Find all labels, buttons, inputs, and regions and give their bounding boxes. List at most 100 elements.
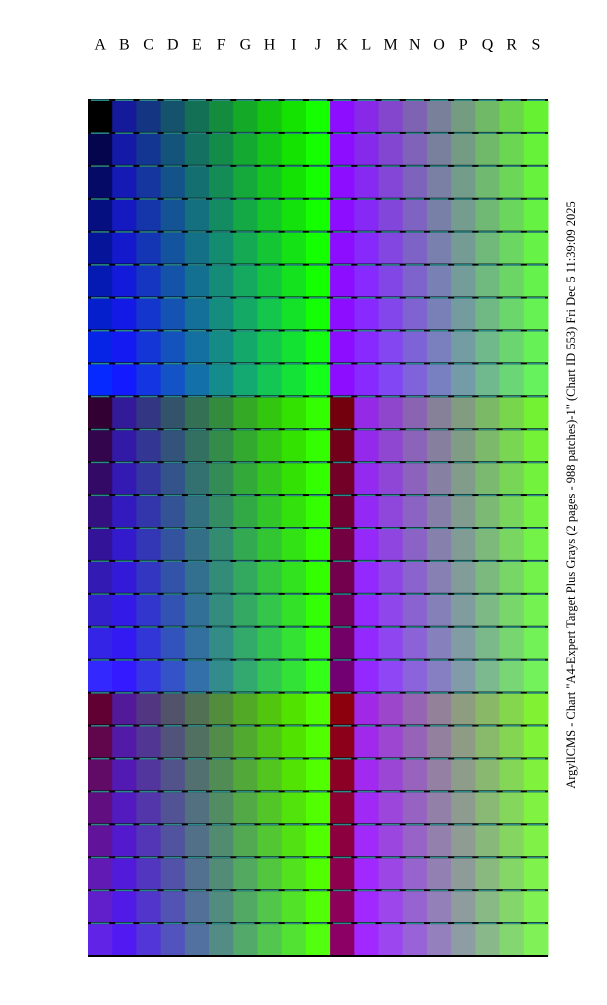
row-marker [91,692,110,694]
row-marker [163,362,182,365]
row-marker [405,494,424,497]
row-marker [454,99,473,101]
row-marker [478,165,497,167]
row-marker [357,922,376,925]
row-marker [187,527,207,529]
row-marker [478,593,497,595]
row-marker [308,428,328,431]
color-patch [402,198,428,233]
row-marker [212,527,231,529]
row-marker [284,560,303,562]
row-marker [284,231,303,233]
color-patch [112,165,137,200]
row-marker [91,362,110,365]
row-marker [526,560,545,562]
color-patch [378,231,404,266]
color-patch [160,231,186,266]
row-marker [284,99,303,101]
color-patch [233,725,258,759]
row-marker [115,198,134,200]
row-marker [478,659,497,661]
color-patch [330,429,355,463]
color-patch [499,791,525,825]
color-patch [354,132,380,167]
row-marker [429,198,449,200]
color-patch [426,890,452,924]
color-patch [233,132,258,167]
color-patch [160,363,186,397]
color-patch [184,231,210,266]
color-patch [523,363,549,397]
row-marker [187,856,207,859]
row-marker [308,659,328,661]
row-marker [260,428,279,431]
row-marker [260,626,279,628]
color-patch [354,429,380,463]
color-patch [136,560,162,595]
color-patch [281,495,307,529]
color-patch [499,857,525,891]
color-patch [257,132,283,167]
row-marker [284,823,303,826]
row-marker [115,165,134,167]
row-marker [91,99,110,101]
color-patch [209,297,234,331]
row-marker [91,725,110,727]
color-patch [112,132,137,167]
row-marker [357,165,376,167]
color-patch [112,791,137,825]
color-patch [136,923,162,957]
color-patch [209,264,234,299]
row-marker [429,856,449,859]
row-marker [115,725,134,727]
row-marker [212,659,231,661]
color-patch [209,692,234,727]
row-marker [260,527,279,529]
row-marker [381,856,400,859]
row-marker [212,725,231,727]
color-patch [378,725,404,759]
column-label: G [240,37,252,54]
color-patch [378,528,404,562]
row-marker [212,593,231,595]
row-marker [236,856,255,859]
row-marker [308,725,328,727]
row-marker [115,626,134,628]
color-patch [281,264,307,299]
color-patch [451,165,476,200]
color-patch [354,890,380,924]
color-patch [378,429,404,463]
color-patch [233,330,258,364]
row-marker [478,461,497,464]
color-patch [475,659,501,694]
color-patch [523,132,549,167]
color-patch [426,824,452,858]
row-marker [236,790,255,793]
row-marker [405,461,424,464]
row-marker [139,856,158,859]
color-patch [88,725,113,759]
color-patch [475,692,501,727]
color-patch [523,824,549,858]
color-patch [281,791,307,825]
row-marker [236,329,255,332]
color-patch [136,363,162,397]
color-patch [184,100,210,134]
color-patch [136,725,162,759]
color-patch [330,593,355,628]
color-patch [475,363,501,397]
row-marker [212,198,231,200]
row-marker [91,264,110,266]
color-patch [378,100,404,134]
color-patch [523,791,549,825]
row-marker [478,626,497,628]
row-marker [454,494,473,497]
color-patch [402,626,428,661]
color-patch [523,560,549,595]
color-patch [184,791,210,825]
color-patch [233,528,258,562]
row-marker [502,757,521,760]
row-marker [236,560,255,562]
row-marker [115,428,134,431]
